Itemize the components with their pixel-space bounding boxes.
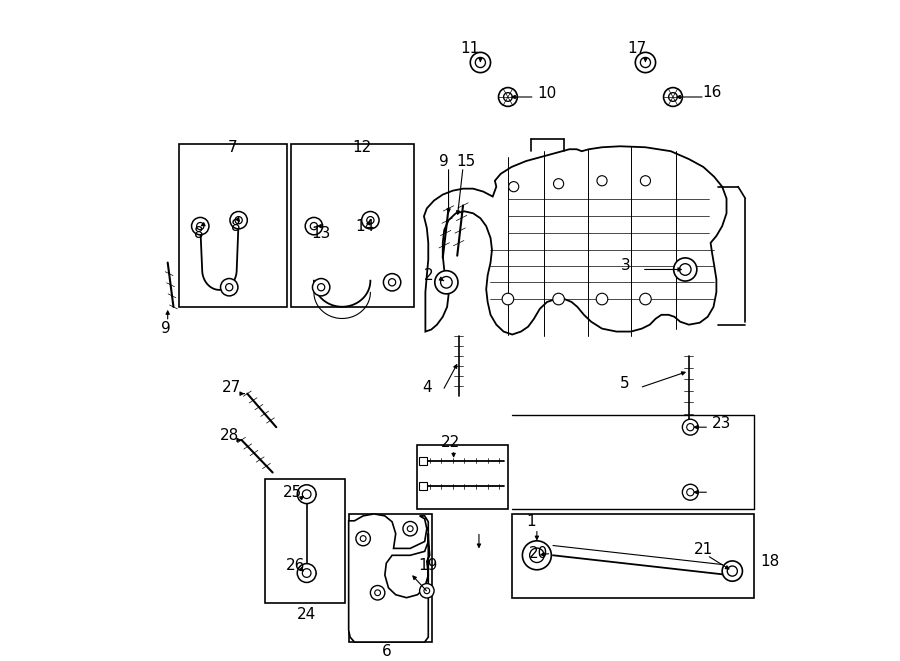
Circle shape — [302, 490, 311, 498]
Circle shape — [641, 176, 651, 186]
Text: 17: 17 — [627, 41, 646, 56]
Circle shape — [302, 568, 311, 578]
Circle shape — [318, 284, 325, 291]
Circle shape — [663, 88, 682, 106]
Circle shape — [230, 212, 248, 229]
Circle shape — [312, 278, 329, 296]
Circle shape — [635, 52, 655, 73]
Circle shape — [383, 274, 400, 291]
Text: 9: 9 — [439, 153, 448, 169]
Circle shape — [669, 93, 678, 101]
Circle shape — [687, 488, 694, 496]
Text: 4: 4 — [422, 380, 432, 395]
Text: 23: 23 — [712, 416, 732, 431]
Bar — [348, 514, 432, 642]
Circle shape — [522, 541, 552, 570]
Text: 10: 10 — [537, 85, 556, 100]
Circle shape — [362, 212, 379, 229]
Text: 28: 28 — [220, 428, 238, 443]
Text: 22: 22 — [440, 436, 460, 450]
Polygon shape — [348, 514, 429, 642]
Circle shape — [680, 264, 691, 275]
Circle shape — [305, 217, 322, 235]
Circle shape — [235, 217, 242, 224]
Circle shape — [640, 293, 652, 305]
Circle shape — [727, 566, 737, 576]
Circle shape — [226, 284, 233, 291]
Circle shape — [297, 564, 316, 582]
Text: 21: 21 — [694, 542, 713, 557]
Circle shape — [374, 590, 381, 596]
Circle shape — [297, 485, 316, 504]
Circle shape — [596, 293, 608, 305]
Circle shape — [475, 58, 485, 67]
Circle shape — [435, 271, 458, 294]
Circle shape — [682, 485, 698, 500]
Text: 7: 7 — [228, 139, 238, 155]
Circle shape — [553, 293, 564, 305]
Circle shape — [499, 88, 517, 106]
Bar — [511, 514, 754, 598]
Bar — [419, 457, 428, 465]
Bar — [291, 144, 414, 307]
Text: 1: 1 — [526, 514, 536, 529]
Text: 25: 25 — [283, 485, 302, 500]
Circle shape — [529, 548, 544, 563]
Text: 19: 19 — [418, 558, 438, 572]
Circle shape — [419, 584, 434, 598]
Text: 2: 2 — [424, 268, 434, 283]
Circle shape — [502, 293, 514, 305]
Text: 3: 3 — [621, 258, 631, 273]
Circle shape — [192, 217, 209, 235]
Text: 5: 5 — [620, 376, 629, 391]
Text: 24: 24 — [297, 607, 316, 622]
Circle shape — [389, 279, 396, 286]
Bar — [419, 483, 428, 490]
Text: 8: 8 — [194, 227, 203, 241]
Circle shape — [687, 424, 694, 431]
Circle shape — [408, 525, 413, 531]
Text: 16: 16 — [702, 85, 721, 100]
Circle shape — [508, 182, 518, 192]
Circle shape — [220, 278, 238, 296]
Bar — [417, 445, 508, 509]
Circle shape — [356, 531, 371, 546]
Polygon shape — [424, 146, 726, 334]
Text: 11: 11 — [461, 41, 480, 56]
Circle shape — [597, 176, 608, 186]
Circle shape — [424, 588, 429, 594]
Circle shape — [682, 419, 698, 435]
Circle shape — [674, 258, 697, 281]
Circle shape — [722, 561, 742, 581]
Text: 18: 18 — [760, 554, 779, 568]
Text: 14: 14 — [356, 219, 375, 233]
Circle shape — [310, 223, 318, 230]
Bar — [178, 144, 287, 307]
Circle shape — [504, 93, 512, 101]
Text: 6: 6 — [382, 644, 392, 660]
Circle shape — [371, 586, 385, 600]
Text: 12: 12 — [352, 139, 372, 155]
Circle shape — [471, 52, 491, 73]
Text: 26: 26 — [285, 558, 305, 572]
Circle shape — [641, 58, 651, 67]
Text: 8: 8 — [231, 219, 240, 233]
Circle shape — [403, 522, 418, 536]
Text: 9: 9 — [161, 321, 171, 336]
Text: 13: 13 — [311, 225, 331, 241]
Text: 20: 20 — [528, 546, 548, 561]
Text: 15: 15 — [456, 153, 475, 169]
Text: 27: 27 — [221, 380, 241, 395]
Circle shape — [441, 276, 452, 288]
Circle shape — [196, 223, 204, 230]
Circle shape — [367, 217, 374, 224]
Bar — [266, 479, 345, 603]
Circle shape — [554, 178, 563, 189]
Circle shape — [360, 535, 366, 541]
